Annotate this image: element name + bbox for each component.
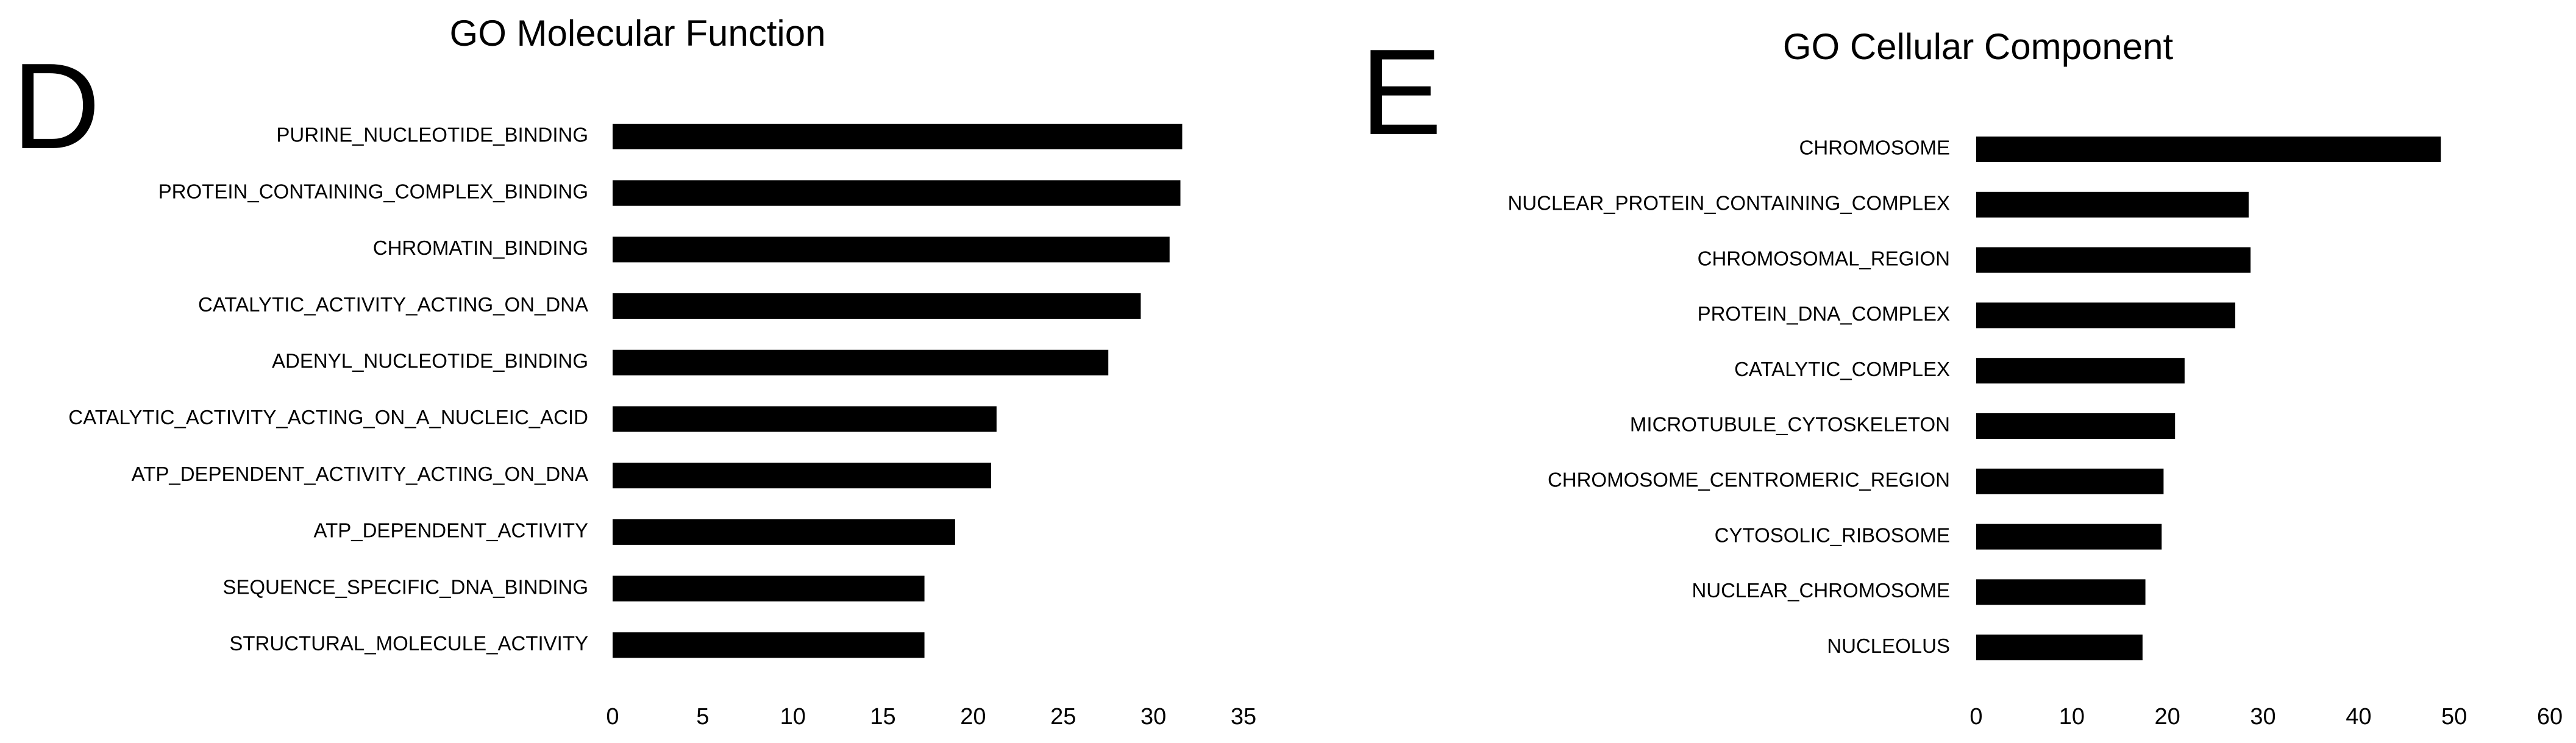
x-tick-label: 30 — [2250, 704, 2275, 730]
x-tick-label: 5 — [696, 704, 709, 730]
y-tick-label: CHROMATIN_BINDING — [373, 236, 588, 259]
y-tick-label: CHROMOSOME — [1799, 137, 1951, 159]
y-tick-label: PROTEIN_DNA_COMPLEX — [1698, 302, 1950, 325]
y-tick-label: CATALYTIC_ACTIVITY_ACTING_ON_A_NUCLEIC_A… — [68, 406, 588, 428]
y-tick-label: PROTEIN_CONTAINING_COMPLEX_BINDING — [158, 180, 588, 202]
x-tick-label: 50 — [2441, 704, 2467, 730]
chart-title: GO Molecular Function — [450, 13, 826, 54]
x-tick-label: 0 — [1969, 704, 1982, 730]
bar — [613, 293, 1141, 319]
x-tick-label: 15 — [870, 704, 895, 730]
x-tick-label: 10 — [780, 704, 806, 730]
bar — [1976, 137, 2441, 162]
y-tick-label: CHROMOSOMAL_REGION — [1698, 247, 1950, 269]
y-tick-label: CYTOSOLIC_RIBOSOME — [1715, 524, 1950, 546]
y-tick-label: STRUCTURAL_MOLECULE_ACTIVITY — [229, 632, 588, 655]
bar — [1976, 247, 2251, 273]
y-tick-label: CATALYTIC_ACTIVITY_ACTING_ON_DNA — [198, 293, 588, 316]
bar — [1976, 302, 2236, 329]
bar — [613, 406, 997, 432]
panel-label: E — [1361, 24, 1442, 160]
bar — [1976, 468, 2164, 494]
y-tick-label: SEQUENCE_SPECIFIC_DNA_BINDING — [222, 575, 588, 598]
x-tick-label: 60 — [2537, 704, 2563, 730]
chart-title: GO Cellular Component — [1783, 26, 2174, 67]
x-tick-label: 25 — [1050, 704, 1076, 730]
y-tick-label: ATP_DEPENDENT_ACTIVITY — [314, 519, 588, 542]
y-tick-label: NUCLEAR_PROTEIN_CONTAINING_COMPLEX — [1507, 192, 1950, 215]
bar — [613, 180, 1181, 206]
x-tick-label: 20 — [2155, 704, 2180, 730]
y-tick-label: NUCLEAR_CHROMOSOME — [1692, 579, 1950, 602]
bar — [613, 349, 1109, 375]
bar — [1976, 635, 2143, 661]
bar — [613, 236, 1170, 263]
bar — [613, 519, 955, 545]
bar — [613, 463, 991, 489]
x-tick-label: 10 — [2059, 704, 2085, 730]
x-tick-label: 30 — [1140, 704, 1166, 730]
bar — [613, 575, 925, 602]
x-tick-label: 35 — [1231, 704, 1256, 730]
x-tick-label: 40 — [2346, 704, 2371, 730]
x-tick-label: 0 — [606, 704, 619, 730]
y-tick-label: PURINE_NUCLEOTIDE_BINDING — [276, 124, 588, 146]
bar — [1976, 579, 2146, 605]
y-tick-label: MICROTUBULE_CYTOSKELETON — [1630, 413, 1950, 436]
bar — [613, 632, 925, 658]
bar — [1976, 524, 2162, 550]
bar — [1976, 413, 2176, 439]
y-tick-label: ATP_DEPENDENT_ACTIVITY_ACTING_ON_DNA — [132, 463, 588, 485]
panel-label: D — [12, 38, 100, 174]
y-tick-label: CHROMOSOME_CENTROMERIC_REGION — [1548, 469, 1950, 491]
bar — [1976, 358, 2185, 384]
y-tick-label: NUCLEOLUS — [1827, 635, 1950, 657]
bar — [613, 124, 1183, 149]
x-tick-label: 20 — [960, 704, 986, 730]
y-tick-label: ADENYL_NUCLEOTIDE_BINDING — [272, 350, 588, 372]
y-tick-label: CATALYTIC_COMPLEX — [1734, 358, 1950, 380]
bar — [1976, 191, 2249, 218]
